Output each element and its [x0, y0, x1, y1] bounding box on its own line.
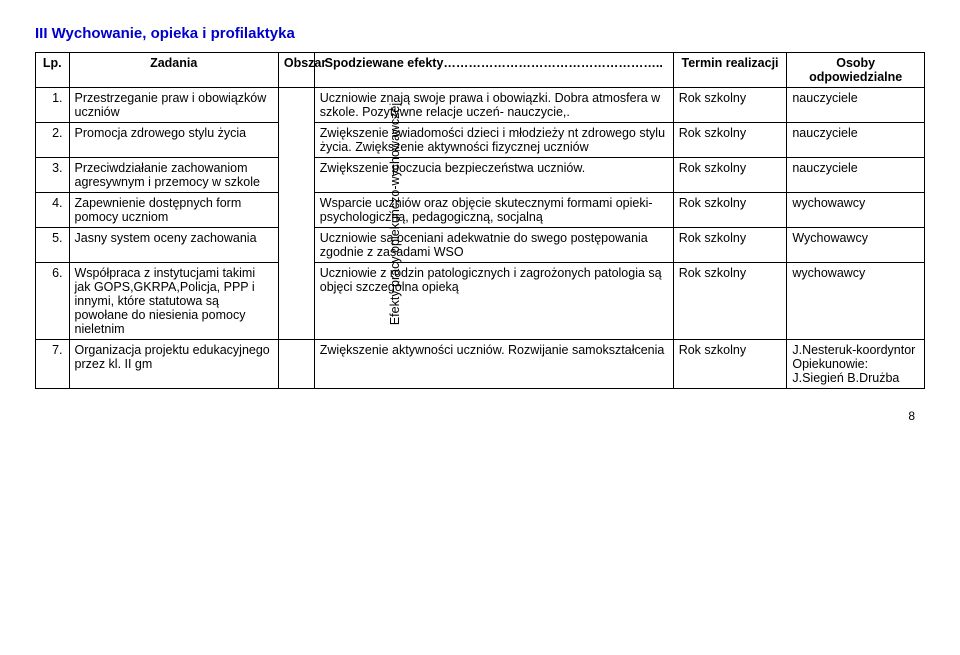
obszar-rotated-label: Efekty pracy opiekuńczo-wychowawczej — [388, 102, 402, 324]
cell-osoby: J.Nesteruk-koordyntor Opiekunowie: J.Sie… — [787, 340, 925, 389]
cell-termin: Rok szkolny — [673, 88, 787, 123]
cell-efekty: Zwiększenie aktywności uczniów. Rozwijan… — [314, 340, 673, 389]
cell-lp: 4. — [36, 193, 70, 228]
table-row: 2. Promocja zdrowego stylu życia Zwiększ… — [36, 123, 925, 158]
cell-zadania: Zapewnienie dostępnych form pomocy uczni… — [69, 193, 278, 228]
cell-osoby: wychowawcy — [787, 263, 925, 340]
cell-termin: Rok szkolny — [673, 158, 787, 193]
cell-osoby: nauczyciele — [787, 158, 925, 193]
cell-zadania: Promocja zdrowego stylu życia — [69, 123, 278, 158]
cell-lp: 6. — [36, 263, 70, 340]
table-row: 6. Współpraca z instytucjami takimi jak … — [36, 263, 925, 340]
header-lp: Lp. — [36, 53, 70, 88]
cell-lp: 3. — [36, 158, 70, 193]
table-row: 3. Przeciwdziałanie zachowaniom agresywn… — [36, 158, 925, 193]
cell-obszar: Efekty pracy opiekuńczo-wychowawczej — [278, 88, 314, 340]
header-efekty: Spodziewane efekty…………………………………………….. — [314, 53, 673, 88]
section-heading: III Wychowanie, opieka i profilaktyka — [35, 25, 925, 42]
table-row: 7. Organizacja projektu edukacyjnego prz… — [36, 340, 925, 389]
cell-termin: Rok szkolny — [673, 123, 787, 158]
header-osoby: Osoby odpowiedzialne — [787, 53, 925, 88]
cell-zadania: Współpraca z instytucjami takimi jak GOP… — [69, 263, 278, 340]
cell-lp: 2. — [36, 123, 70, 158]
table-row: 4. Zapewnienie dostępnych form pomocy uc… — [36, 193, 925, 228]
cell-zadania: Organizacja projektu edukacyjnego przez … — [69, 340, 278, 389]
cell-termin: Rok szkolny — [673, 193, 787, 228]
page-number: 8 — [35, 409, 925, 423]
cell-zadania: Przeciwdziałanie zachowaniom agresywnym … — [69, 158, 278, 193]
cell-obszar-empty — [278, 340, 314, 389]
header-obszar: Obszar — [278, 53, 314, 88]
cell-osoby: wychowawcy — [787, 193, 925, 228]
cell-osoby: Wychowawcy — [787, 228, 925, 263]
cell-efekty: Zwiększenie świadomości dzieci i młodzie… — [314, 123, 673, 158]
cell-efekty: Zwiększenie poczucia bezpieczeństwa uczn… — [314, 158, 673, 193]
cell-termin: Rok szkolny — [673, 228, 787, 263]
cell-zadania: Jasny system oceny zachowania — [69, 228, 278, 263]
table-row: 5. Jasny system oceny zachowania Uczniow… — [36, 228, 925, 263]
header-termin: Termin realizacji — [673, 53, 787, 88]
profilaktyka-table: Lp. Zadania Obszar Spodziewane efekty………… — [35, 52, 925, 389]
cell-lp: 7. — [36, 340, 70, 389]
cell-efekty: Uczniowie są oceniani adekwatnie do sweg… — [314, 228, 673, 263]
cell-termin: Rok szkolny — [673, 340, 787, 389]
table-row: 1. Przestrzeganie praw i obowiązków uczn… — [36, 88, 925, 123]
cell-lp: 5. — [36, 228, 70, 263]
header-zadania: Zadania — [69, 53, 278, 88]
cell-termin: Rok szkolny — [673, 263, 787, 340]
cell-lp: 1. — [36, 88, 70, 123]
table-header-row: Lp. Zadania Obszar Spodziewane efekty………… — [36, 53, 925, 88]
cell-zadania: Przestrzeganie praw i obowiązków uczniów — [69, 88, 278, 123]
cell-efekty: Uczniowie z rodzin patologicznych i zagr… — [314, 263, 673, 340]
cell-efekty: Uczniowie znają swoje prawa i obowiązki.… — [314, 88, 673, 123]
cell-efekty: Wsparcie uczniów oraz objęcie skutecznym… — [314, 193, 673, 228]
cell-osoby: nauczyciele — [787, 88, 925, 123]
cell-osoby: nauczyciele — [787, 123, 925, 158]
